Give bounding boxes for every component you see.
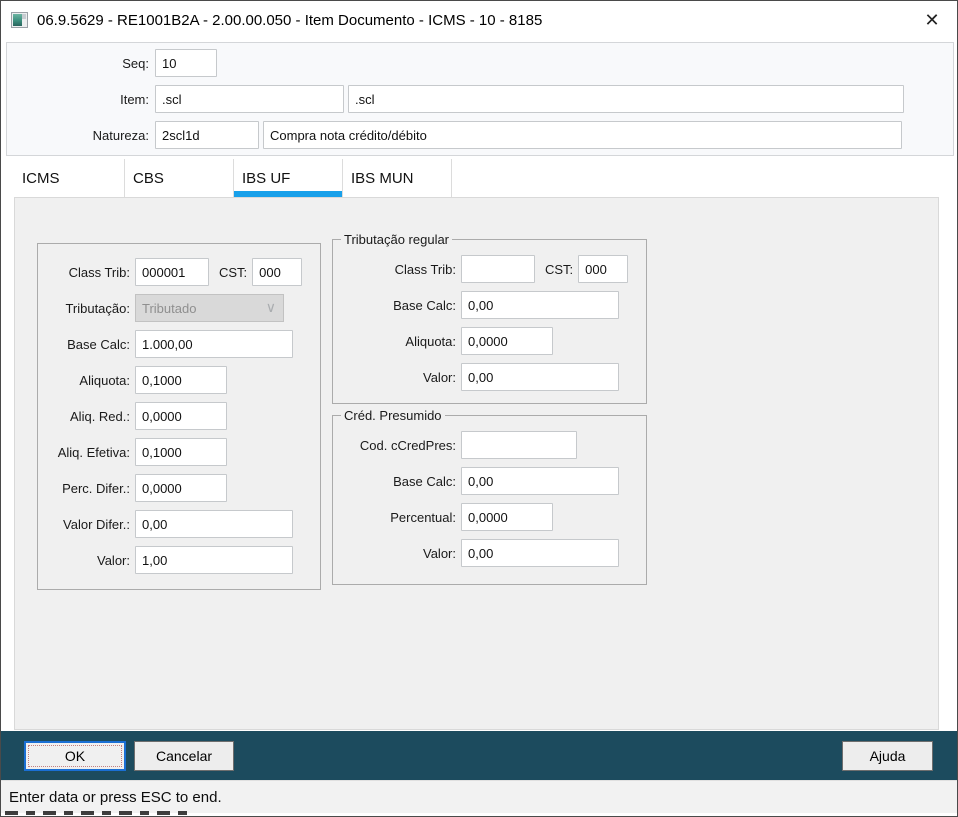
- cp-valor-input[interactable]: [461, 539, 619, 567]
- status-message: Enter data or press ESC to end.: [9, 788, 222, 806]
- cp-cod-input[interactable]: [461, 431, 577, 459]
- base-calc-input[interactable]: [135, 330, 293, 358]
- cst-input[interactable]: [252, 258, 303, 286]
- seq-input[interactable]: [155, 49, 217, 77]
- tab-cbs[interactable]: CBS: [125, 159, 234, 197]
- aliq-red-input[interactable]: [135, 402, 227, 430]
- header-fields-panel: Seq: Item: Natureza:: [6, 42, 954, 156]
- tr-aliquota-input[interactable]: [461, 327, 553, 355]
- tr-class-trib-label: Class Trib:: [394, 261, 456, 277]
- tributacao-regular-title: Tributação regular: [344, 232, 450, 247]
- tr-base-calc-label: Base Calc:: [393, 297, 456, 313]
- perc-difer-label: Perc. Difer.:: [62, 480, 130, 496]
- valor-input[interactable]: [135, 546, 293, 574]
- cancel-button[interactable]: Cancelar: [134, 740, 234, 771]
- cp-percentual-input[interactable]: [461, 503, 553, 531]
- cp-cod-label: Cod. cCredPres:: [359, 437, 456, 453]
- tr-aliquota-label: Aliquota:: [405, 333, 456, 349]
- close-icon[interactable]: ✕: [924, 9, 940, 30]
- help-button[interactable]: Ajuda: [842, 740, 933, 771]
- class-trib-input[interactable]: [135, 258, 209, 286]
- perc-difer-input[interactable]: [135, 474, 227, 502]
- tr-cst-input[interactable]: [578, 255, 629, 283]
- cred-presumido-title: Créd. Presumido: [344, 408, 442, 423]
- valor-difer-label: Valor Difer.:: [63, 516, 130, 532]
- item-description-input[interactable]: [348, 85, 904, 113]
- class-trib-label: Class Trib:: [68, 264, 130, 280]
- base-calc-label: Base Calc:: [67, 336, 130, 352]
- tributacao-dropdown[interactable]: Tributado ∨: [135, 294, 284, 322]
- cred-presumido-group: Créd. Presumido Cod. cCredPres: Base Cal…: [332, 408, 647, 585]
- cp-base-calc-input[interactable]: [461, 467, 619, 495]
- window-title: 06.9.5629 - RE1001B2A - 2.00.00.050 - It…: [37, 11, 543, 29]
- cp-valor-label: Valor:: [423, 545, 456, 561]
- tr-base-calc-input[interactable]: [461, 291, 619, 319]
- tr-cst-label: CST:: [545, 261, 574, 277]
- aliq-red-label: Aliq. Red.:: [70, 408, 130, 424]
- natureza-description-input[interactable]: [263, 121, 902, 149]
- natureza-label: Natureza:: [92, 127, 149, 143]
- ibs-uf-main-group: Class Trib: CST: Tributação: Tributado ∨…: [37, 243, 321, 590]
- tr-valor-input[interactable]: [461, 363, 619, 391]
- status-bar: Enter data or press ESC to end.: [1, 780, 957, 813]
- chevron-down-icon: ∨: [265, 299, 276, 315]
- seq-row: Seq:: [7, 49, 953, 77]
- cp-base-calc-label: Base Calc:: [393, 473, 456, 489]
- cst-label: CST:: [219, 264, 248, 280]
- item-label: Item:: [120, 91, 149, 107]
- item-code-input[interactable]: [155, 85, 344, 113]
- valor-difer-input[interactable]: [135, 510, 293, 538]
- ibs-uf-tab-page: Class Trib: CST: Tributação: Tributado ∨…: [14, 197, 939, 730]
- aliquota-label: Aliquota:: [79, 372, 130, 388]
- tr-valor-label: Valor:: [423, 369, 456, 385]
- tab-strip: ICMS CBS IBS UF IBS MUN: [14, 159, 452, 197]
- app-window-icon: [11, 12, 28, 28]
- title-bar: 06.9.5629 - RE1001B2A - 2.00.00.050 - It…: [1, 1, 957, 39]
- tributacao-label: Tributação:: [65, 300, 130, 316]
- aliq-efetiva-input[interactable]: [135, 438, 227, 466]
- tab-icms[interactable]: ICMS: [14, 159, 125, 197]
- active-tab-underline: [234, 191, 342, 197]
- tributacao-regular-group: Tributação regular Class Trib: CST: Base…: [332, 232, 647, 404]
- tr-class-trib-input[interactable]: [461, 255, 535, 283]
- seq-label: Seq:: [122, 55, 149, 71]
- natureza-row: Natureza:: [7, 121, 953, 149]
- cp-percentual-label: Percentual:: [390, 509, 456, 525]
- item-row: Item:: [7, 85, 953, 113]
- aliquota-input[interactable]: [135, 366, 227, 394]
- aliq-efetiva-label: Aliq. Efetiva:: [57, 444, 130, 460]
- background-window-artifact: [5, 811, 195, 815]
- natureza-code-input[interactable]: [155, 121, 259, 149]
- tab-ibs-uf[interactable]: IBS UF: [234, 159, 343, 197]
- footer-button-bar: OK Cancelar Ajuda: [1, 731, 957, 780]
- valor-label: Valor:: [97, 552, 130, 568]
- ok-button[interactable]: OK: [24, 740, 126, 771]
- tab-ibs-mun[interactable]: IBS MUN: [343, 159, 452, 197]
